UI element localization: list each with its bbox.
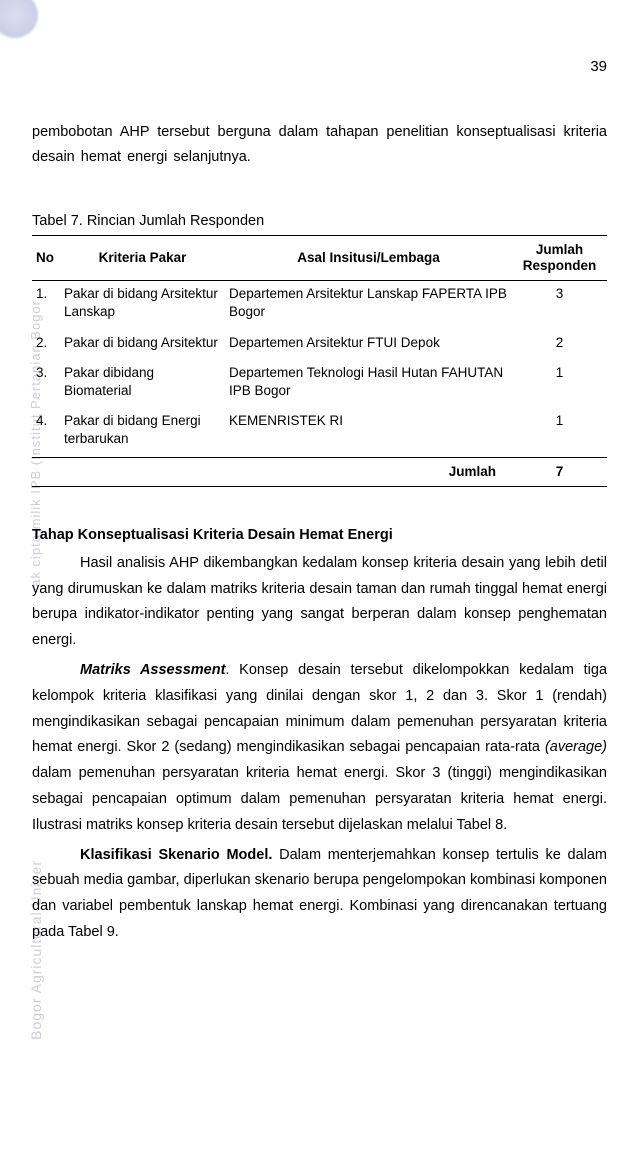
table-row: 3. Pakar dibidang Biomaterial Departemen… xyxy=(32,360,607,408)
cell-asal: Departemen Arsitektur Lanskap FAPERTA IP… xyxy=(225,281,512,330)
cell-no: 2. xyxy=(32,330,60,360)
total-value: 7 xyxy=(512,457,607,486)
table-row: 2. Pakar di bidang Arsitektur Departemen… xyxy=(32,330,607,360)
para1-text: Hasil analisis AHP dikembangkan kedalam … xyxy=(32,555,607,648)
para2-lead-bold: Matriks Assessment xyxy=(80,662,225,678)
cell-kriteria: Pakar di bidang Arsitektur xyxy=(60,330,225,360)
paragraph-3: Klasifikasi Skenario Model. Dalam menter… xyxy=(32,843,607,946)
page-number: 39 xyxy=(590,58,607,75)
cell-jumlah: 1 xyxy=(512,408,607,457)
para2-after-italic: dalam pemenuhan persyaratan kriteria hem… xyxy=(32,765,607,833)
table-row: 1. Pakar di bidang Arsitektur Lanskap De… xyxy=(32,281,607,330)
paragraph-2: Matriks Assessment. Konsep desain terseb… xyxy=(32,658,607,839)
cell-jumlah: 2 xyxy=(512,330,607,360)
watermark-seal xyxy=(0,0,40,40)
cell-kriteria: Pakar dibidang Biomaterial xyxy=(60,360,225,408)
cell-jumlah: 3 xyxy=(512,281,607,330)
table-row: 4. Pakar di bidang Energi terbarukan KEM… xyxy=(32,408,607,457)
cell-kriteria: Pakar di bidang Energi terbarukan xyxy=(60,408,225,457)
total-label: Jumlah xyxy=(32,457,512,486)
th-jumlah: Jumlah Responden xyxy=(512,235,607,280)
cell-jumlah: 1 xyxy=(512,360,607,408)
responden-table: No Kriteria Pakar Asal Insitusi/Lembaga … xyxy=(32,235,607,487)
table-caption: Tabel 7. Rincian Jumlah Responden xyxy=(32,213,607,229)
cell-asal: KEMENRISTEK RI xyxy=(225,408,512,457)
cell-no: 3. xyxy=(32,360,60,408)
cell-no: 4. xyxy=(32,408,60,457)
cell-asal: Departemen Arsitektur FTUI Depok xyxy=(225,330,512,360)
th-kriteria: Kriteria Pakar xyxy=(60,235,225,280)
cell-kriteria: Pakar di bidang Arsitektur Lanskap xyxy=(60,281,225,330)
th-asal: Asal Insitusi/Lembaga xyxy=(225,235,512,280)
cell-asal: Departemen Teknologi Hasil Hutan FAHUTAN… xyxy=(225,360,512,408)
table-total-row: Jumlah 7 xyxy=(32,457,607,486)
page-content: pembobotan AHP tersebut berguna dalam ta… xyxy=(32,120,607,950)
table-header-row: No Kriteria Pakar Asal Insitusi/Lembaga … xyxy=(32,235,607,280)
intro-paragraph: pembobotan AHP tersebut berguna dalam ta… xyxy=(32,120,607,171)
para2-italic: (average) xyxy=(545,739,607,755)
section-heading: Tahap Konseptualisasi Kriteria Desain He… xyxy=(32,527,607,543)
paragraph-1: Hasil analisis AHP dikembangkan kedalam … xyxy=(32,551,607,654)
th-no: No xyxy=(32,235,60,280)
cell-no: 1. xyxy=(32,281,60,330)
para3-lead-bold: Klasifikasi Skenario Model. xyxy=(80,847,272,863)
